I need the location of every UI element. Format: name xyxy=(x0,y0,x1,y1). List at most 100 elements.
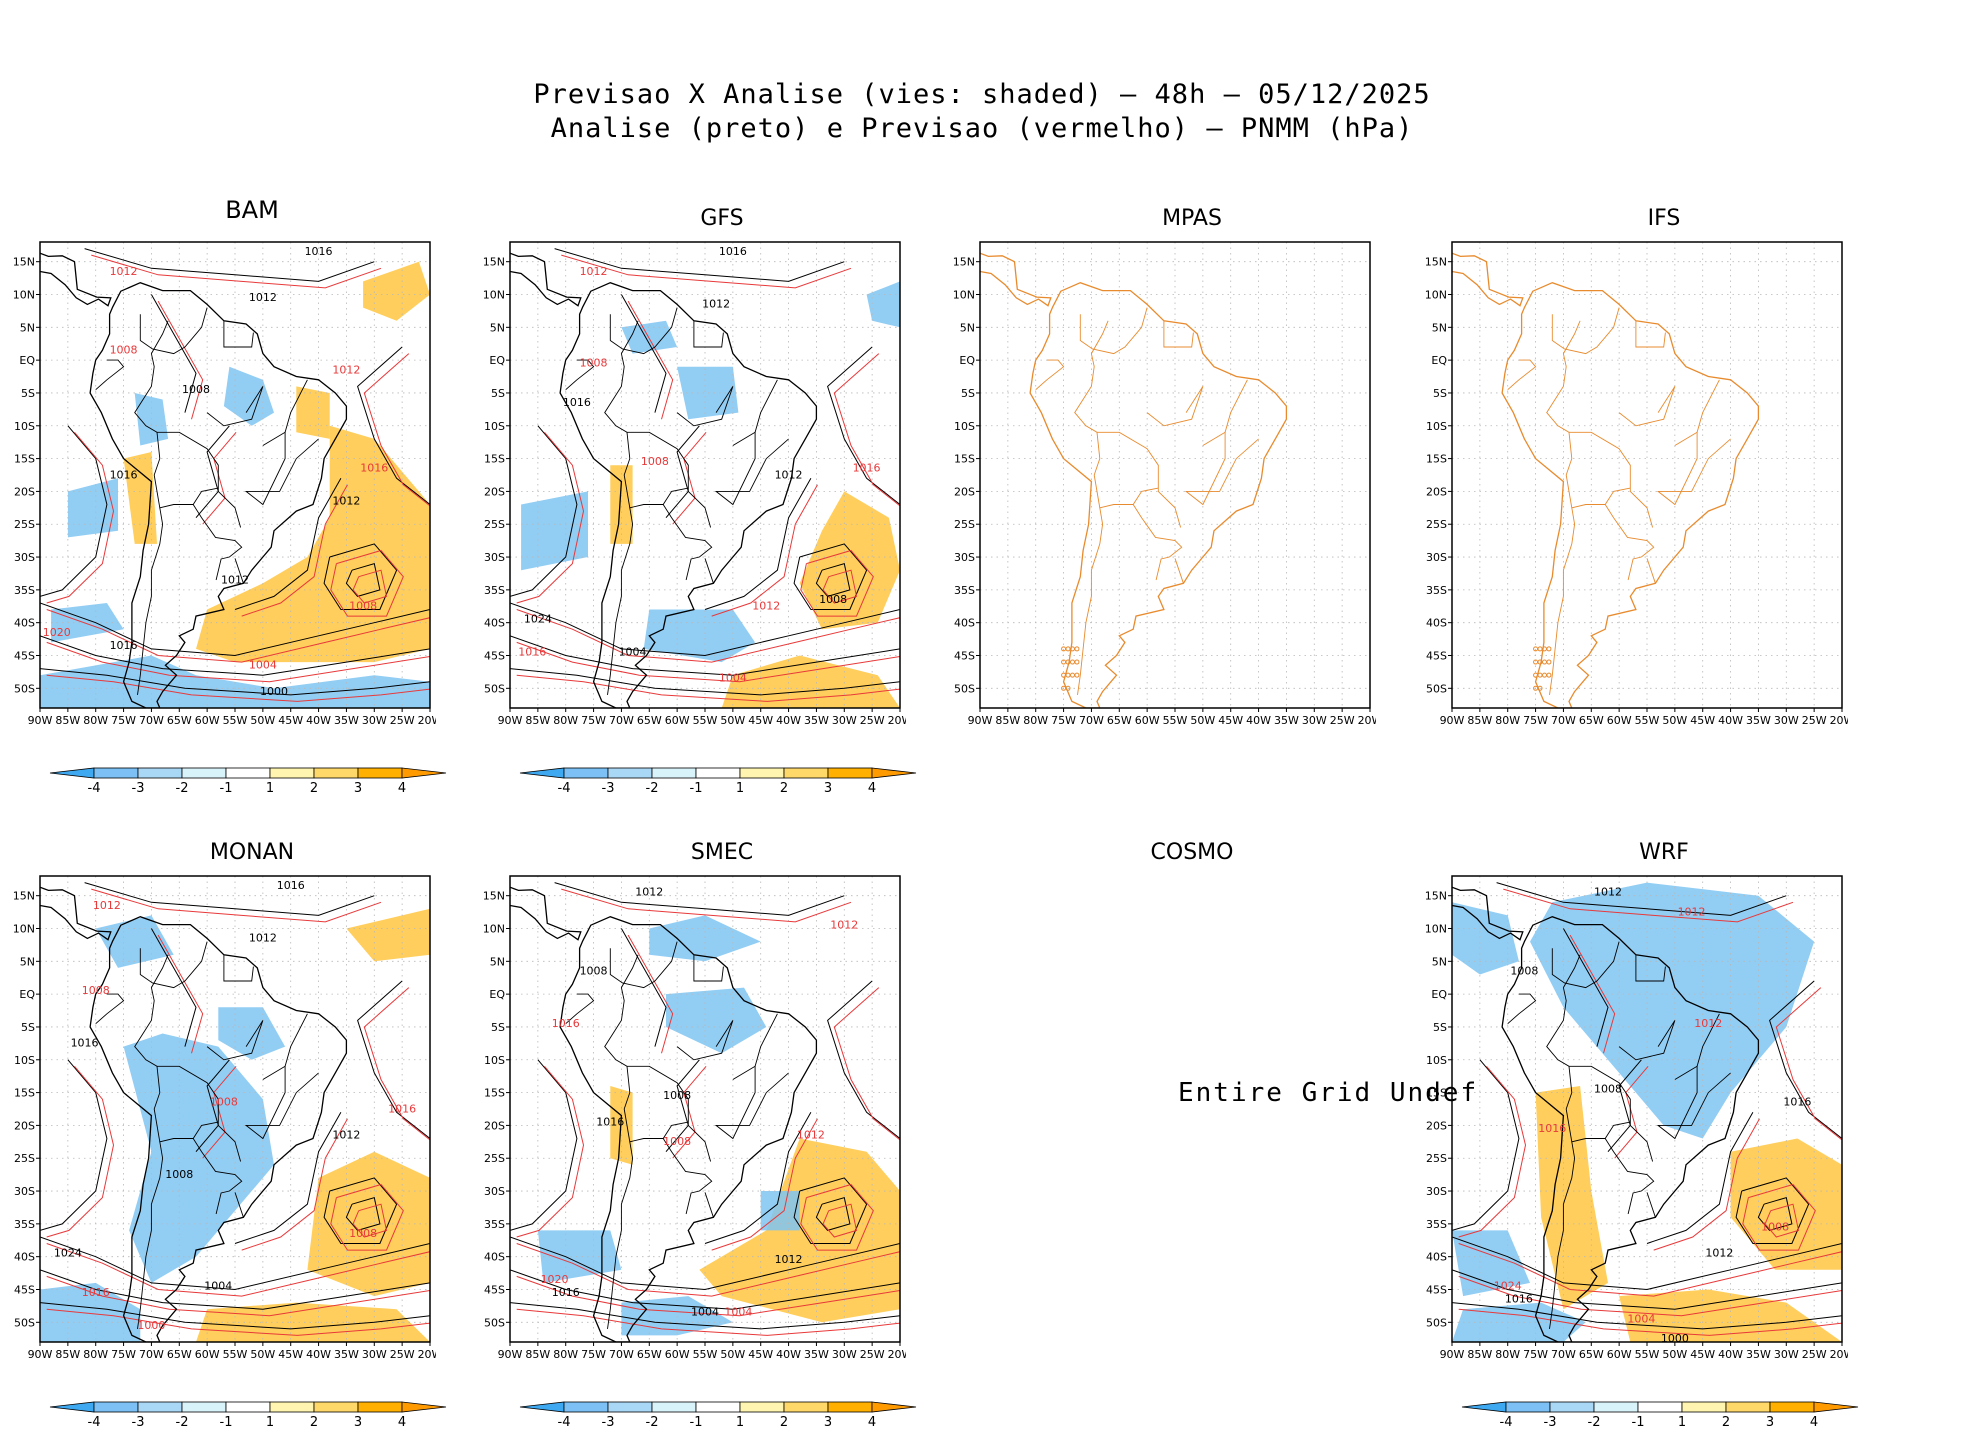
lon-label: 70W xyxy=(139,1348,164,1358)
forecast-isobar xyxy=(330,1183,404,1251)
analysis-isobar xyxy=(554,882,845,916)
country-border xyxy=(284,379,308,433)
lat-label: 50S xyxy=(14,1316,35,1329)
isobar-label: 1008 xyxy=(349,600,377,613)
country-border xyxy=(1549,507,1576,695)
south-america-coastline xyxy=(1501,916,1760,1342)
analysis-isobar xyxy=(1452,1059,1520,1231)
lat-label: 30S xyxy=(14,551,35,564)
central-america-coastline xyxy=(40,252,112,307)
country-border xyxy=(1132,504,1183,581)
forecast-isobar xyxy=(516,609,900,663)
forecast-isobar xyxy=(711,484,818,617)
analysis-isobar xyxy=(40,1269,430,1310)
lon-label: 35W xyxy=(1746,714,1771,724)
negative-bias-area xyxy=(67,478,118,538)
lon-label: 85W xyxy=(995,714,1020,724)
lon-label: 50W xyxy=(1662,714,1687,724)
colorbar-svg: -4 -3 -2 -1 1 2 3 4 xyxy=(49,767,447,796)
colorbar-label: 3 xyxy=(354,1415,362,1430)
lat-label: 30S xyxy=(1426,1185,1447,1198)
analysis-isobar xyxy=(1562,928,1609,1047)
lat-label: 35S xyxy=(14,1218,35,1231)
lon-label: 20W xyxy=(1358,714,1376,724)
analysis-isobar xyxy=(323,543,398,610)
analysis-isobar xyxy=(1452,1302,1842,1330)
analysis-isobar xyxy=(357,980,430,1139)
colorbar-wrf: -4 -3 -2 -1 1 2 3 4 xyxy=(1460,1400,1860,1440)
forecast-isobar xyxy=(1775,987,1842,1141)
forecast-isobar xyxy=(1503,888,1794,923)
isobar-label: 1016 xyxy=(110,468,138,481)
forecast-isobar xyxy=(833,987,900,1141)
country-border xyxy=(1551,941,1620,989)
lat-label: 15N xyxy=(953,256,975,269)
analysis-isobar xyxy=(827,346,900,505)
positive-bias-area xyxy=(307,1151,430,1297)
lat-label: 40S xyxy=(1426,1251,1447,1264)
island xyxy=(1074,646,1080,652)
isobar-label: 1024 xyxy=(524,613,552,626)
lon-label: 65W xyxy=(1579,1348,1604,1358)
country-border xyxy=(1635,320,1666,348)
forecast-isobar xyxy=(1458,1308,1842,1336)
analysis-isobar xyxy=(345,562,381,597)
negative-bias-area xyxy=(123,1033,274,1283)
lat-label: 45S xyxy=(14,649,35,662)
panel-title-wrf: WRF xyxy=(1639,840,1689,865)
isobar-label: 1012 xyxy=(332,495,360,508)
colorbar-segment xyxy=(1725,1401,1771,1413)
lat-label: EQ xyxy=(19,988,35,1001)
isobar-label: 1008 xyxy=(1510,964,1538,977)
forecast-isobar xyxy=(157,934,204,1054)
isobar-label: 1012 xyxy=(249,291,277,304)
forecast-isobar xyxy=(561,254,852,289)
lon-label: 85W xyxy=(1467,714,1492,724)
colorbar-segment xyxy=(695,767,741,779)
map-panel-mpas: 15N 10N 5N EQ 5S 10S 15S 20S 25S 30S 35S 40S 45S 50S 9… xyxy=(952,238,1376,724)
country-border xyxy=(284,1013,308,1067)
lon-label: 20W xyxy=(888,714,906,724)
forecast-isobar xyxy=(516,1308,900,1336)
country-border xyxy=(1163,320,1194,348)
analysis-isobar xyxy=(357,346,430,505)
lat-label: 20S xyxy=(484,1119,505,1132)
colorbar-label: -3 xyxy=(1544,1415,1557,1430)
lon-label: 75W xyxy=(1523,714,1548,724)
country-border xyxy=(1507,359,1537,391)
panel-title-monan: MONAN xyxy=(209,840,295,865)
central-america-coastline xyxy=(510,886,582,941)
country-border xyxy=(1546,320,1654,528)
isobar-label: 1012 xyxy=(332,1129,360,1142)
isobar-label: 1012 xyxy=(1678,905,1706,918)
lat-label: 25S xyxy=(1426,518,1447,531)
isobar-label: 1020 xyxy=(541,1273,569,1286)
colorbar-segment xyxy=(357,1401,403,1413)
analysis-isobar xyxy=(150,294,197,413)
colorbar-label: -2 xyxy=(646,1415,659,1430)
lon-label: 65W xyxy=(167,714,192,724)
analysis-isobar xyxy=(40,1059,108,1231)
isobar-label: 1016 xyxy=(563,396,591,409)
colorbar-segment xyxy=(783,767,829,779)
country-border xyxy=(676,1020,734,1061)
negative-bias-area xyxy=(1452,902,1519,975)
figure-title: Previsao X Analise (vies: shaded) – 48h … xyxy=(0,78,1964,146)
panel-title-gfs: GFS xyxy=(700,206,744,231)
colorbar-label: -1 xyxy=(220,781,233,796)
colorbar-label: 2 xyxy=(310,1415,318,1430)
lon-label: 55W xyxy=(1635,1348,1660,1358)
lon-label: 45W xyxy=(748,714,773,724)
country-border xyxy=(609,307,678,355)
lon-label: 45W xyxy=(278,1348,303,1358)
lat-label: 20S xyxy=(1426,485,1447,498)
lon-label: 75W xyxy=(111,1348,136,1358)
country-border xyxy=(139,941,208,989)
analysis-isobar xyxy=(510,1302,900,1330)
island xyxy=(1065,685,1071,691)
isobar-label: 1016 xyxy=(552,1286,580,1299)
panel-title-mpas: MPAS xyxy=(1162,206,1222,231)
forecast-isobar xyxy=(516,1243,900,1297)
negative-bias-area xyxy=(40,1282,141,1342)
lat-label: 15S xyxy=(14,453,35,466)
